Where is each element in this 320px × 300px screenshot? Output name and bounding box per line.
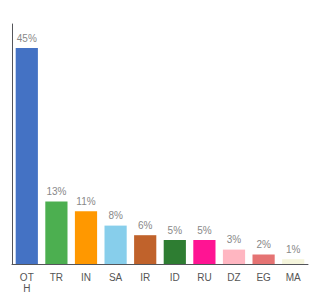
svg-text:13%: 13% [46,186,66,197]
svg-text:H: H [23,283,30,294]
svg-text:IR: IR [140,272,150,283]
svg-text:RU: RU [197,272,211,283]
svg-text:SA: SA [109,272,123,283]
svg-text:6%: 6% [138,220,153,231]
svg-text:OT: OT [20,272,34,283]
svg-text:45%: 45% [17,33,37,44]
svg-text:11%: 11% [76,196,95,207]
svg-text:ID: ID [170,272,180,283]
svg-text:DZ: DZ [227,272,240,283]
svg-text:1%: 1% [286,244,301,255]
svg-text:TR: TR [50,272,63,283]
svg-text:IN: IN [81,272,91,283]
svg-text:5%: 5% [168,225,183,236]
svg-text:MA: MA [286,272,301,283]
svg-text:2%: 2% [256,239,271,250]
svg-text:3%: 3% [227,234,242,245]
svg-text:5%: 5% [197,225,212,236]
svg-text:EG: EG [256,272,271,283]
svg-text:8%: 8% [108,210,123,221]
